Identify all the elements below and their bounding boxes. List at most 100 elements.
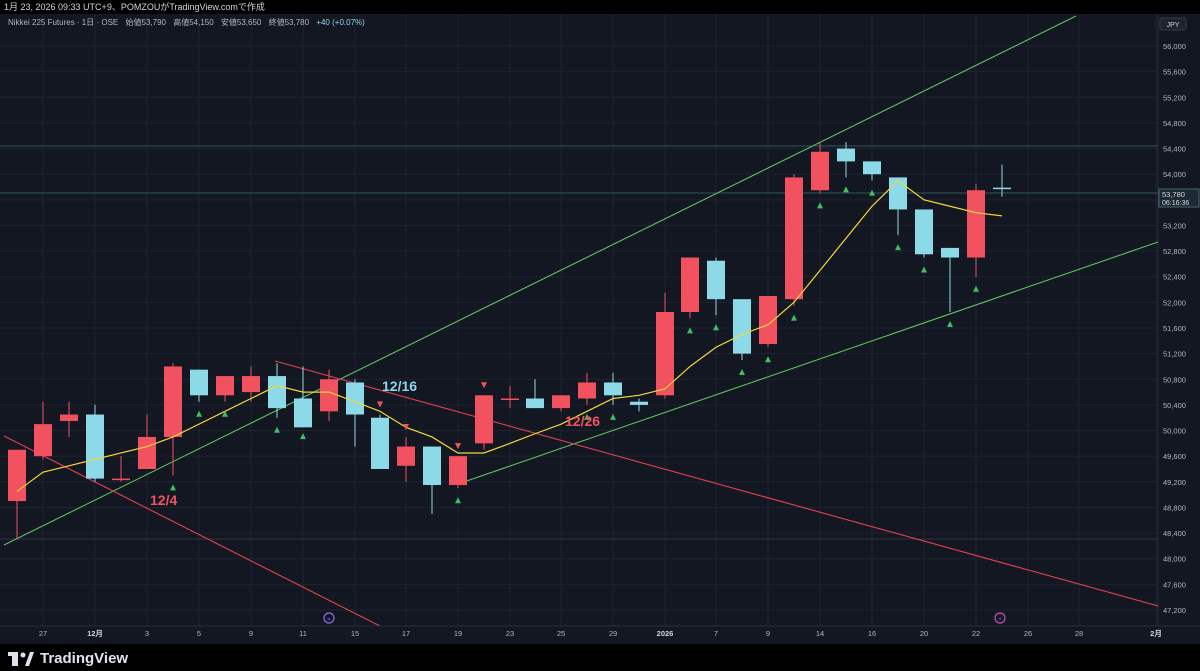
- date-annotation[interactable]: 12/26: [565, 413, 600, 429]
- candle[interactable]: [268, 363, 286, 418]
- tradingview-logo[interactable]: TradingView: [8, 650, 128, 667]
- candle[interactable]: [993, 164, 1011, 197]
- red-trend-line[interactable]: [3, 435, 381, 627]
- buy-marker: [455, 497, 461, 504]
- horizontal-lines: [0, 145, 1158, 540]
- candle[interactable]: [449, 456, 467, 489]
- candle[interactable]: [785, 174, 803, 306]
- buy-marker: [947, 320, 953, 327]
- price-tick-label: 50,800: [1163, 375, 1186, 384]
- candle[interactable]: [86, 404, 104, 482]
- lightning-icon[interactable]: ⚡: [994, 612, 1006, 624]
- currency-box[interactable]: JPY: [1159, 17, 1187, 31]
- date-annotation[interactable]: 12/16: [382, 378, 417, 394]
- open-value: 始値53,790: [125, 18, 166, 27]
- candle[interactable]: [112, 456, 130, 482]
- buy-marker: [921, 266, 927, 273]
- candle[interactable]: [837, 142, 855, 178]
- upper-channel-line[interactable]: [3, 15, 1077, 546]
- candle[interactable]: [707, 257, 725, 316]
- candle[interactable]: [34, 401, 52, 460]
- event-icon[interactable]: »: [323, 612, 335, 624]
- candle-body: [190, 369, 208, 396]
- candle-body: [785, 177, 803, 300]
- close-value: 終値53,780: [268, 18, 310, 27]
- buy-marker: [222, 410, 228, 417]
- chart-background: [0, 14, 1200, 644]
- candle-body: [320, 379, 338, 412]
- price-tick-label: 48,400: [1163, 529, 1186, 538]
- candle-body: [60, 414, 78, 421]
- candle-body: [34, 424, 52, 457]
- candle-body: [501, 398, 519, 401]
- candle[interactable]: [501, 385, 519, 409]
- sell-marker: [403, 423, 409, 430]
- time-tick-label: 5: [197, 629, 201, 638]
- time-tick-label: 22: [972, 629, 980, 638]
- candle[interactable]: [320, 369, 338, 421]
- candle-body: [86, 414, 104, 479]
- grid-lines: [0, 14, 1158, 626]
- time-axis[interactable]: 27 12月 3 5 9 11 15 17 19 23 25 29 2026 7 9 14 16 20 22 26 28…: [0, 625, 1200, 638]
- candle[interactable]: [552, 395, 570, 412]
- candle-body: [941, 247, 959, 258]
- timestamp-text: 1月 23, 2026 09:33 UTC+9、POMZOUがTradingVi…: [4, 2, 265, 12]
- time-tick-label: 9: [249, 629, 253, 638]
- candle[interactable]: [475, 395, 493, 450]
- candle[interactable]: [759, 295, 777, 348]
- price-axis-panel: [1157, 14, 1200, 644]
- price-tick-label: 55,200: [1163, 93, 1186, 102]
- candle[interactable]: [604, 372, 622, 405]
- candle[interactable]: [242, 366, 260, 402]
- candle[interactable]: [941, 247, 959, 312]
- candle[interactable]: [681, 257, 699, 319]
- candlestick-series[interactable]: [8, 142, 1011, 540]
- trend-lines[interactable]: [3, 15, 1159, 627]
- last-price-tag: 53,780 06:16:36: [1158, 188, 1200, 208]
- candle-body: [863, 161, 881, 175]
- buy-marker: [610, 413, 616, 420]
- candle[interactable]: [164, 363, 182, 476]
- candle[interactable]: [526, 379, 544, 409]
- candle[interactable]: [397, 436, 415, 482]
- candle[interactable]: [578, 372, 596, 405]
- candle[interactable]: [190, 369, 208, 402]
- candle-body: [112, 478, 130, 481]
- price-tick-label: 50,400: [1163, 401, 1186, 410]
- candle[interactable]: [811, 142, 829, 194]
- candle-body: [759, 295, 777, 345]
- candle[interactable]: [216, 376, 234, 402]
- candle[interactable]: [656, 292, 674, 399]
- buy-marker: [196, 410, 202, 417]
- date-annotation[interactable]: 12/4: [150, 492, 177, 508]
- candle[interactable]: [371, 414, 389, 469]
- candle-body: [397, 446, 415, 466]
- time-tick-label: 7: [714, 629, 718, 638]
- candle[interactable]: [294, 366, 312, 428]
- candle[interactable]: [630, 398, 648, 412]
- candle[interactable]: [346, 379, 364, 447]
- last-price-label: 53,780: [1162, 190, 1185, 199]
- price-chart[interactable]: 12/4 12/16 12/26 47,200 47,600 48,000 48,400 4…: [0, 14, 1200, 644]
- candle-body: [993, 187, 1011, 190]
- candle-body: [811, 151, 829, 191]
- candle[interactable]: [967, 183, 985, 277]
- candle[interactable]: [423, 446, 441, 514]
- candle-body: [578, 382, 596, 399]
- buy-marker: [170, 484, 176, 491]
- symbol-name[interactable]: Nikkei 225 Futures · 1日 · OSE: [8, 18, 119, 27]
- time-tick-label: 16: [868, 629, 876, 638]
- buy-marker: [739, 369, 745, 376]
- candle-body: [346, 382, 364, 415]
- candle[interactable]: [915, 209, 933, 258]
- low-value: 安値53,650: [220, 18, 262, 27]
- time-tick-label: 12月: [87, 629, 103, 638]
- candle[interactable]: [863, 161, 881, 181]
- candle[interactable]: [733, 299, 751, 361]
- resistance-line[interactable]: [274, 360, 1159, 607]
- candle-body: [294, 398, 312, 428]
- time-tick-label: 29: [609, 629, 617, 638]
- time-tick-label: 26: [1024, 629, 1032, 638]
- candle[interactable]: [60, 401, 78, 437]
- sell-marker: [481, 382, 487, 389]
